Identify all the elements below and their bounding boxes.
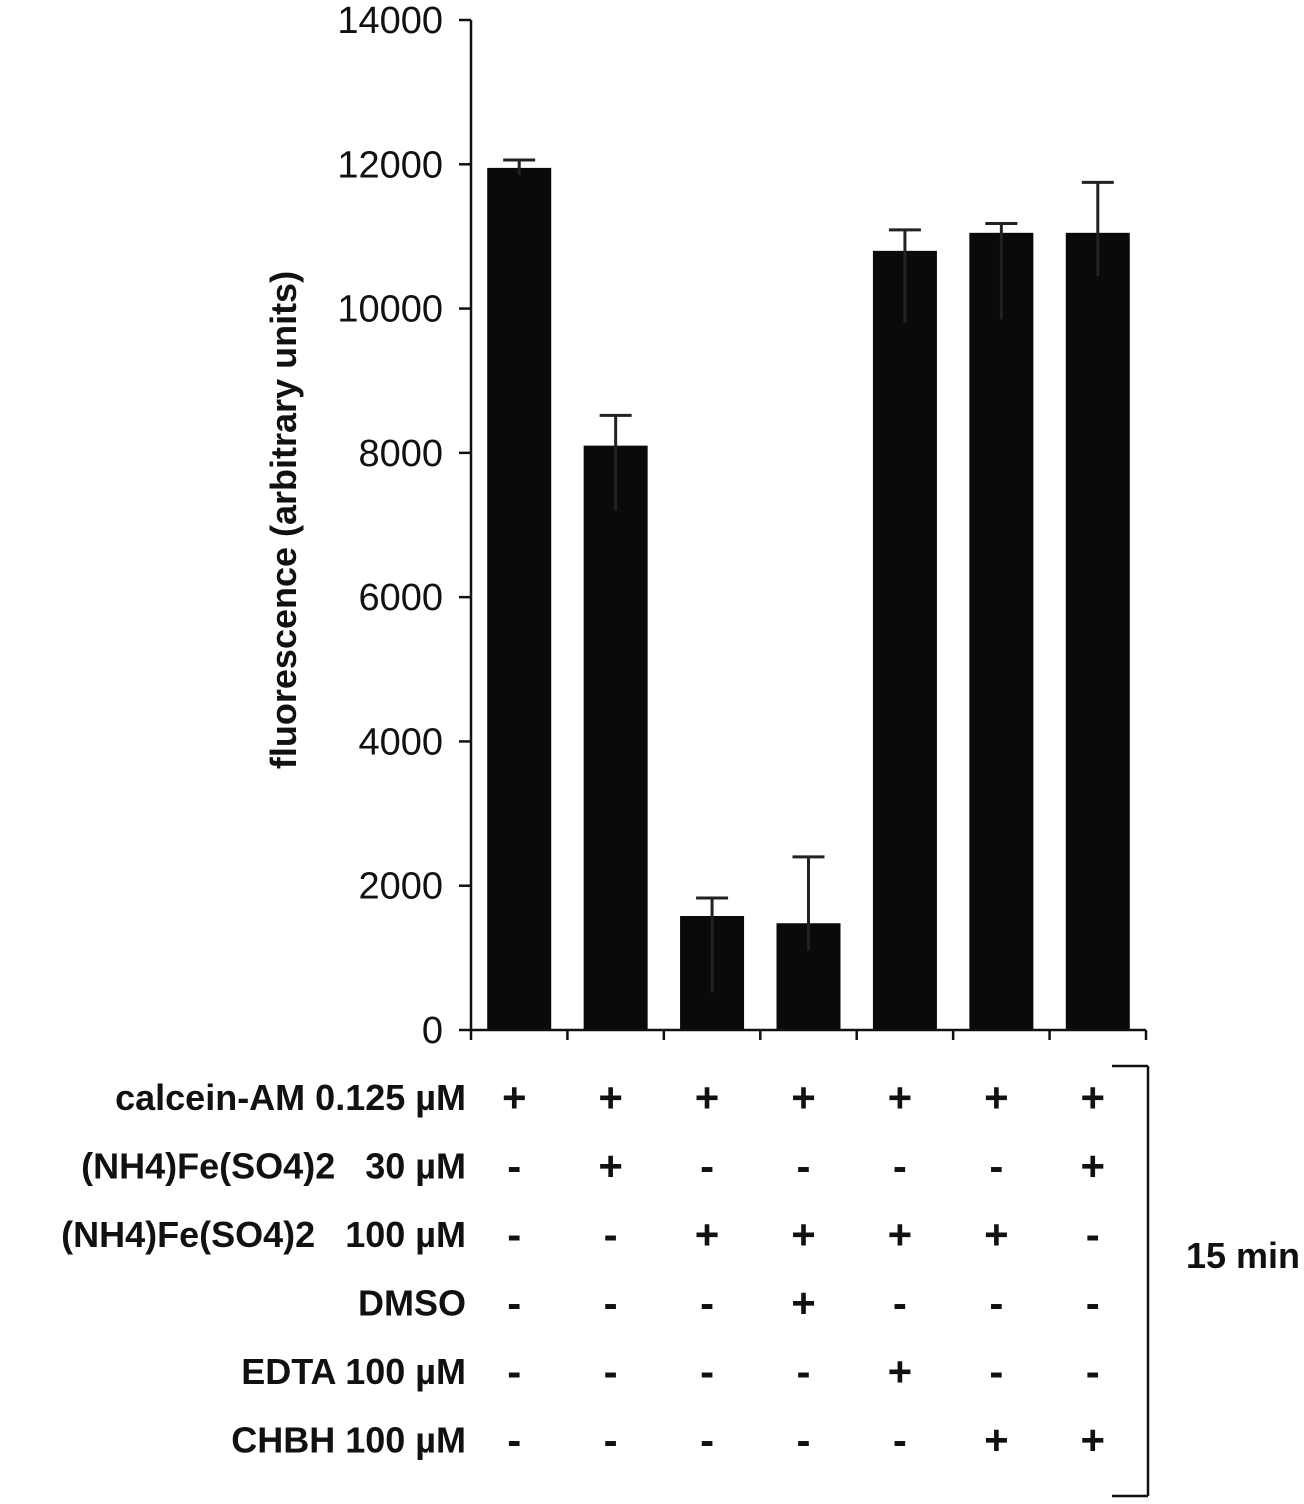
minus-sign: - — [989, 1280, 1003, 1327]
minus-sign: - — [507, 1143, 521, 1190]
plus-sign: + — [598, 1074, 623, 1121]
condition-label: DMSO — [358, 1283, 466, 1324]
condition-label: EDTA 100 µM — [241, 1351, 466, 1392]
duration-label: 15 min — [1186, 1235, 1300, 1276]
plus-sign: + — [1081, 1143, 1106, 1190]
plus-sign: + — [791, 1211, 816, 1258]
minus-sign: - — [507, 1417, 521, 1464]
bar-6 — [969, 232, 1034, 1031]
minus-sign: - — [1086, 1348, 1100, 1395]
plus-sign: + — [598, 1143, 623, 1190]
plus-sign: + — [791, 1280, 816, 1327]
minus-sign: - — [893, 1280, 907, 1327]
minus-sign: - — [797, 1143, 811, 1190]
minus-sign: - — [989, 1143, 1003, 1190]
bar-7 — [1065, 232, 1130, 1031]
minus-sign: - — [604, 1211, 618, 1258]
plus-sign: + — [1081, 1074, 1106, 1121]
y-tick-label-6000: 6000 — [358, 577, 443, 619]
minus-sign: - — [507, 1280, 521, 1327]
plus-sign: + — [502, 1074, 527, 1121]
y-tick-label-8000: 8000 — [358, 433, 443, 475]
minus-sign: - — [989, 1348, 1003, 1395]
minus-sign: - — [604, 1348, 618, 1395]
error-bars-layer — [503, 158, 1114, 993]
labels-layer: 0 2000 4000 6000 8000 10000 12000 14000 fluoresc… — [263, 0, 443, 1052]
minus-sign: - — [507, 1211, 521, 1258]
y-axis-title: fluorescence (arbitrary units) — [263, 271, 304, 769]
minus-sign: - — [604, 1417, 618, 1464]
minus-sign: - — [893, 1143, 907, 1190]
minus-sign: - — [700, 1417, 714, 1464]
minus-sign: - — [507, 1348, 521, 1395]
minus-sign: - — [604, 1280, 618, 1327]
condition-label: (NH4)Fe(SO4)2 30 µM — [81, 1146, 466, 1187]
bar-5 — [872, 250, 937, 1030]
plus-sign: + — [1081, 1417, 1106, 1464]
minus-sign: - — [700, 1348, 714, 1395]
minus-sign: - — [797, 1417, 811, 1464]
conditions-table: calcein-AM 0.125 µM + + + + + + + (NH4)Fe(SO4)2 … — [61, 1064, 1300, 1498]
minus-sign: - — [1086, 1280, 1100, 1327]
plus-sign: + — [888, 1348, 913, 1395]
minus-sign: - — [700, 1143, 714, 1190]
bar-1 — [487, 167, 552, 1031]
y-tick-label-4000: 4000 — [358, 721, 443, 763]
y-tick-label-2000: 2000 — [358, 866, 443, 908]
minus-sign: - — [700, 1280, 714, 1327]
bars-layer — [487, 167, 1130, 1031]
y-tick-label-14000: 14000 — [337, 0, 443, 42]
axes-layer — [459, 18, 1148, 1040]
plus-sign: + — [888, 1074, 913, 1121]
condition-label: CHBH 100 µM — [231, 1420, 466, 1461]
y-tick-label-10000: 10000 — [337, 289, 443, 331]
minus-sign: - — [797, 1348, 811, 1395]
plus-sign: + — [888, 1211, 913, 1258]
plus-sign: + — [984, 1074, 1009, 1121]
condition-label: (NH4)Fe(SO4)2 100 µM — [61, 1214, 466, 1255]
minus-sign: - — [1086, 1211, 1100, 1258]
plus-sign: + — [695, 1211, 720, 1258]
plus-sign: + — [984, 1417, 1009, 1464]
condition-label: calcein-AM 0.125 µM — [115, 1077, 466, 1118]
plus-sign: + — [695, 1074, 720, 1121]
minus-sign: - — [893, 1417, 907, 1464]
y-tick-label-0: 0 — [422, 1010, 443, 1052]
plus-sign: + — [984, 1211, 1009, 1258]
bar-2 — [583, 445, 648, 1031]
y-tick-label-12000: 12000 — [337, 144, 443, 186]
plus-sign: + — [791, 1074, 816, 1121]
